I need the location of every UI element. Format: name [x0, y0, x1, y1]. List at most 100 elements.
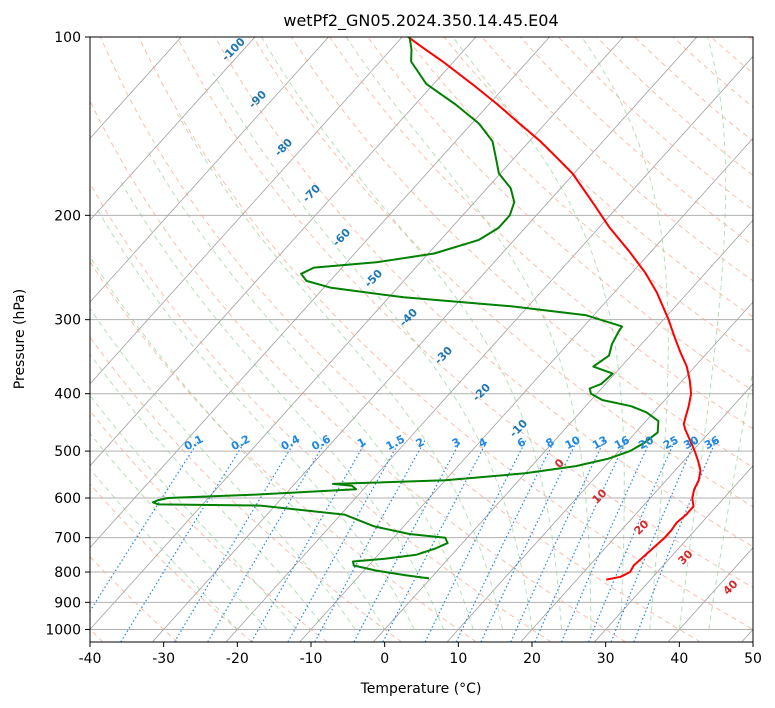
- moist-adiabat-line: [261, 37, 562, 630]
- temperature-profile-line: [407, 37, 702, 581]
- mixing-ratio-label: 10: [563, 433, 583, 452]
- moist-adiabat-line: [345, 37, 592, 630]
- dry-adiabat-line: [214, 37, 753, 548]
- y-tick-label: 200: [54, 208, 81, 224]
- isotherm-line: [90, 37, 329, 303]
- moist-adiabat-line: [119, 180, 445, 630]
- mixing-ratio-line: [560, 440, 651, 642]
- x-tick-label: 20: [523, 651, 541, 667]
- mixing-ratio-line: [534, 440, 627, 642]
- moist-adiabat-line: [90, 307, 356, 630]
- dry-adiabat-line: [100, 37, 701, 642]
- isotherm-line: [373, 219, 753, 642]
- mixing-ratio-line: [207, 440, 327, 642]
- mixing-ratio-line: [250, 440, 367, 642]
- dry-adiabat-line: [290, 37, 753, 469]
- dry-adiabat-label: -10: [507, 417, 530, 440]
- mixing-ratio-label: 3: [450, 435, 463, 450]
- x-tick-label: 0: [380, 651, 389, 667]
- moist-adiabat-line: [90, 255, 386, 630]
- dry-adiabat-line: [634, 37, 753, 142]
- moist-adiabat-line: [708, 367, 753, 630]
- moist-adiabat-line: [146, 149, 474, 630]
- mixing-ratio-line: [588, 440, 676, 642]
- dry-adiabat-line: [481, 37, 753, 282]
- dewpoint-profile-line: [151, 37, 660, 580]
- y-tick-label: 100: [54, 30, 81, 46]
- dry-adiabat-label: -80: [272, 136, 295, 159]
- dry-adiabat-line: [90, 483, 253, 642]
- mixing-ratio-label: 4: [476, 435, 489, 450]
- x-tick-label: -20: [226, 651, 249, 667]
- dry-adiabat-line: [405, 37, 753, 355]
- mixing-ratio-line: [353, 440, 462, 642]
- mixing-ratio-line: [314, 440, 426, 642]
- dry-adiabat-line: [176, 37, 753, 589]
- mixing-ratio-label: 16: [612, 433, 632, 452]
- x-axis-label: Temperature (°C): [360, 681, 482, 697]
- mixing-ratio-label: 0.2: [229, 432, 252, 453]
- dry-adiabat-label: -20: [470, 381, 493, 404]
- x-tick-label: 30: [597, 651, 615, 667]
- dry-adiabat-label: -50: [362, 267, 385, 290]
- mixing-ratio-line: [424, 440, 527, 642]
- mixing-ratio-line: [455, 440, 555, 642]
- mixing-ratio-label: 25: [661, 433, 681, 452]
- plot-frame: [89, 36, 754, 643]
- moist-adiabat-line: [177, 113, 503, 630]
- dry-adiabat-label: -90: [246, 88, 269, 111]
- isotherm-line: [90, 37, 624, 631]
- chart-title: wetPf2_GN05.2024.350.14.45.E04: [283, 11, 558, 31]
- moist-adiabat-line: [90, 468, 238, 630]
- moist-adiabat-line: [90, 432, 268, 630]
- moist-adiabat-line: [90, 394, 297, 630]
- x-tick-label: -40: [79, 651, 102, 667]
- dry-adiabat-label: -30: [432, 344, 455, 367]
- isotherm-line: [594, 465, 753, 642]
- x-tick-label: -30: [152, 651, 175, 667]
- y-tick-label: 300: [54, 313, 81, 329]
- isotherm-line: [90, 37, 256, 221]
- dry-adiabat-line: [710, 37, 753, 75]
- y-axis-label: Pressure (hPa): [12, 289, 28, 389]
- moist-adiabat-line: [452, 37, 625, 630]
- mixing-ratio-line: [382, 440, 488, 642]
- dry-adiabat-line: [90, 182, 552, 642]
- x-tick-label: 40: [670, 651, 688, 667]
- x-tick-label: 10: [449, 651, 467, 667]
- dry-adiabat-line: [252, 37, 753, 508]
- mixing-ratio-label: 2: [414, 435, 427, 450]
- mixing-ratio-label: 36: [702, 433, 722, 452]
- isotherm-line: [741, 628, 753, 642]
- y-tick-label: 700: [54, 531, 81, 547]
- isotherm-line: [90, 37, 477, 467]
- mixing-ratio-line: [90, 440, 200, 613]
- mixing-ratio-label: 20: [636, 433, 656, 452]
- x-tick-label: 50: [744, 651, 762, 667]
- dry-adiabat-line: [329, 37, 753, 430]
- isotherm-line: [152, 37, 698, 642]
- x-tick-label: -10: [300, 651, 323, 667]
- dry-adiabat-label: -40: [397, 306, 420, 329]
- mixing-ratio-label: 0.6: [309, 432, 333, 453]
- dry-adiabat-line: [90, 260, 477, 642]
- isotherm-line: [225, 55, 753, 642]
- isotherm-line: [90, 37, 403, 385]
- y-tick-label: 600: [54, 491, 81, 507]
- mixing-ratio-line: [287, 440, 401, 642]
- dry-adiabat-line: [138, 37, 753, 630]
- dry-adiabat-label: -70: [300, 182, 323, 205]
- mixing-ratio-line: [480, 440, 578, 642]
- y-tick-label: 1000: [45, 622, 81, 638]
- dry-adiabat-line: [90, 336, 402, 642]
- moist-adiabat-line: [212, 72, 533, 630]
- mixing-ratio-line: [173, 440, 296, 642]
- mixing-ratio-label: 13: [590, 433, 610, 452]
- isotherm-line: [520, 383, 753, 642]
- y-tick-label: 500: [54, 444, 81, 460]
- mixing-ratio-line: [120, 440, 247, 642]
- dry-adiabat-line: [90, 99, 626, 642]
- moist-adiabat-line: [678, 37, 727, 630]
- moist-adiabat-label: 30: [676, 547, 696, 567]
